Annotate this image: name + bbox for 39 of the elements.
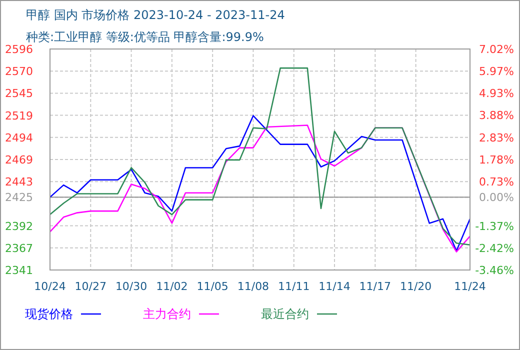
x-tick-label: 11/08 [237,280,270,293]
x-tick-label: 10/24 [34,280,66,293]
y2-tick-label: 3.88% [479,109,514,122]
y-tick-label: 2392 [5,220,33,233]
y-tick-label: 2596 [5,43,33,56]
y-tick-label: 2545 [5,87,33,100]
x-tick-label: 11/20 [400,280,432,293]
chart-title: 甲醇 国内 市场价格 2023-10-24 - 2023-11-24 [26,8,285,22]
y2-tick-label: 5.97% [479,65,514,78]
x-tick-label: 11/02 [156,280,188,293]
y-tick-label: 2469 [5,154,33,166]
y2-tick-label: 7.02% [479,43,514,56]
y2-tick-label: 4.93% [479,87,514,100]
x-tick-label: 11/17 [359,280,392,293]
y-tick-label: 2443 [5,176,33,189]
y-tick-label: 2367 [5,242,33,255]
legend-label: 现货价格 [25,307,73,321]
legend-label: 最近合约 [261,307,309,321]
x-tick-label: 11/24 [454,280,486,293]
x-tick-label: 11/14 [318,280,350,293]
y2-tick-label: 0.00% [479,191,514,204]
legend-label: 主力合约 [143,307,191,321]
y-tick-label: 2519 [5,109,33,122]
y2-tick-label: -1.37% [475,220,514,233]
y-tick-label: 2425 [5,191,33,204]
x-tick-label: 11/11 [278,280,310,293]
x-tick-label: 10/27 [74,280,106,293]
y2-tick-label: -2.42% [475,242,514,256]
y2-tick-label: 2.83% [479,131,514,144]
y2-tick-label: 1.78% [479,154,514,166]
line-series [49,67,471,246]
x-tick-label: 10/30 [115,280,148,293]
x-tick-label: 11/05 [196,280,228,293]
y-tick-label: 2570 [5,65,33,78]
y-tick-label: 2341 [5,264,33,277]
chart-subtitle: 种类:工业甲醇 等级:优等品 甲醇含量:99.9% [26,30,264,44]
y-tick-label: 2494 [5,131,33,144]
y2-tick-label: -3.46% [475,264,514,277]
y2-tick-label: 0.73% [479,176,514,189]
